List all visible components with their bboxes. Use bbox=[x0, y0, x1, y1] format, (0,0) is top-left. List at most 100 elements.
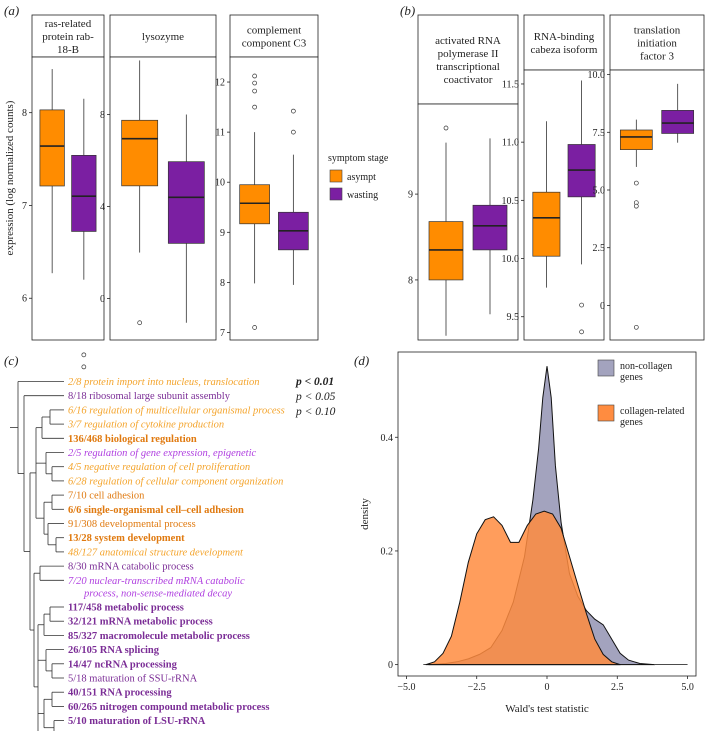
panel-a-ylabel: expression (log normalized counts) bbox=[4, 100, 16, 255]
facet-title-line: lysozyme bbox=[142, 31, 184, 43]
y-tick-label: 0 bbox=[388, 660, 393, 671]
outlier-point bbox=[633, 203, 639, 209]
outlier-point bbox=[291, 129, 296, 135]
go-term: 91/308 developmental process bbox=[68, 519, 196, 530]
y-tick-label: 10 bbox=[215, 178, 225, 189]
go-term: 85/327 macromolecule metabolic process bbox=[68, 631, 250, 642]
outlier-point bbox=[252, 80, 257, 86]
go-term: 7/20 nuclear-transcribed mRNA catabolic bbox=[68, 576, 245, 587]
go-term: 40/151 RNA processing bbox=[68, 688, 172, 699]
box-asympt bbox=[39, 109, 65, 187]
y-tick-label: 11.5 bbox=[502, 79, 519, 90]
y-tick-label: 0 bbox=[100, 294, 105, 305]
x-tick-label: 2.5 bbox=[611, 682, 624, 693]
go-term: 5/18 maturation of SSU-rRNA bbox=[68, 674, 198, 685]
y-tick-label: 9.5 bbox=[507, 312, 520, 323]
y-tick-label: 8 bbox=[220, 278, 225, 289]
outlier-point bbox=[579, 302, 584, 308]
box-wasting bbox=[661, 110, 695, 134]
go-term: 26/105 RNA splicing bbox=[68, 645, 160, 656]
box-asympt bbox=[532, 191, 561, 257]
go-dendrogram bbox=[10, 381, 64, 731]
facet-strip bbox=[31, 14, 105, 58]
box-asympt bbox=[619, 129, 653, 150]
sig-legend-p01: p < 0.01 bbox=[295, 376, 334, 388]
y-tick-label: 7.5 bbox=[593, 128, 606, 139]
go-term: 13/28 system development bbox=[68, 533, 185, 544]
facet-title-line: activated RNA bbox=[435, 35, 501, 47]
sig-legend-p10: p < 0.10 bbox=[295, 406, 336, 418]
legend-label-wasting: wasting bbox=[347, 190, 378, 201]
go-term: 2/5 regulation of gene expression, epige… bbox=[68, 448, 257, 459]
symptom-stage-legend: symptom stage asympt wasting bbox=[328, 153, 389, 201]
y-tick-label: 10.0 bbox=[588, 70, 606, 81]
panel-label-d: (d) bbox=[354, 353, 369, 368]
outlier-point bbox=[633, 180, 639, 186]
legend-title: symptom stage bbox=[328, 153, 389, 164]
y-tick-label: 8 bbox=[22, 108, 27, 119]
outlier-point bbox=[443, 125, 449, 131]
go-term: 136/468 biological regulation bbox=[68, 434, 197, 445]
y-tick-label: 7 bbox=[220, 328, 225, 339]
panel-label-c: (c) bbox=[4, 353, 18, 368]
legend-label-collagen: genes bbox=[620, 417, 643, 428]
facet-title-line: protein rab- bbox=[42, 31, 94, 43]
y-tick-label: 7 bbox=[22, 201, 27, 212]
x-tick-label: 0 bbox=[545, 682, 550, 693]
legend-label-asympt: asympt bbox=[347, 172, 376, 183]
y-tick-label: 9 bbox=[408, 190, 413, 201]
y-tick-label: 0.4 bbox=[381, 433, 394, 444]
legend-swatch-collagen bbox=[597, 404, 615, 422]
box-asympt bbox=[121, 119, 159, 187]
density-ylabel: density bbox=[359, 498, 371, 530]
go-term-cont: process, non-sense-mediated decay bbox=[83, 588, 232, 599]
facet-title-line: cabeza isoform bbox=[531, 44, 598, 56]
legend-label-noncollagen: genes bbox=[620, 372, 643, 383]
go-term: 32/121 mRNA metabolic process bbox=[68, 617, 213, 628]
y-tick-label: 11.0 bbox=[502, 138, 519, 149]
outlier-point bbox=[81, 364, 87, 370]
legend-swatch-noncollagen bbox=[597, 359, 615, 377]
density-plot: −5.0 −2.5 0 2.5 5.0 0 0.2 0.4 Wald's test statis… bbox=[359, 351, 697, 715]
outlier-point bbox=[252, 73, 257, 79]
density-area-collagen bbox=[425, 510, 621, 666]
density-xlabel: Wald's test statistic bbox=[505, 703, 589, 715]
facet-title-line: transcriptional bbox=[436, 61, 500, 73]
y-tick-label: 0.2 bbox=[381, 546, 394, 557]
y-tick-label: 8 bbox=[408, 275, 413, 286]
go-term: 117/458 metabolic process bbox=[68, 603, 184, 614]
outlier-point bbox=[81, 352, 87, 358]
go-term: 14/47 ncRNA processing bbox=[68, 659, 178, 670]
facet-1: lysozyme 0 4 8 bbox=[100, 14, 217, 341]
go-term: 6/28 regulation of cellular component or… bbox=[68, 476, 283, 487]
y-tick-label: 4 bbox=[100, 202, 105, 213]
significance-legend: p < 0.01 p < 0.05 p < 0.10 bbox=[295, 376, 336, 418]
go-term: 7/10 cell adhesion bbox=[68, 491, 145, 502]
x-tick-label: 5.0 bbox=[681, 682, 694, 693]
go-term: 6/16 regulation of multicellular organis… bbox=[68, 405, 285, 416]
y-tick-label: 10.0 bbox=[502, 254, 520, 265]
outlier-point bbox=[252, 104, 257, 110]
outlier-point bbox=[579, 329, 584, 335]
x-tick-label: −5.0 bbox=[397, 682, 415, 693]
facet-title-line: factor 3 bbox=[640, 51, 674, 63]
facet-title-line: RNA-binding bbox=[534, 31, 595, 43]
box-asympt bbox=[428, 221, 464, 281]
go-term: 3/7 regulation of cytokine production bbox=[67, 420, 224, 431]
outlier-point bbox=[633, 324, 639, 330]
outlier-point bbox=[291, 108, 296, 114]
y-tick-label: 6 bbox=[22, 294, 27, 305]
go-term: 2/8 protein import into nucleus, translo… bbox=[68, 377, 260, 388]
facet-title-line: polymerase II bbox=[438, 48, 499, 60]
x-tick-label: −2.5 bbox=[468, 682, 486, 693]
y-tick-label: 10.5 bbox=[502, 196, 520, 207]
panel-label-b: (b) bbox=[400, 3, 415, 18]
panel-label-a: (a) bbox=[4, 3, 19, 18]
sig-legend-p05: p < 0.05 bbox=[295, 391, 336, 403]
facet-strip bbox=[417, 14, 519, 105]
